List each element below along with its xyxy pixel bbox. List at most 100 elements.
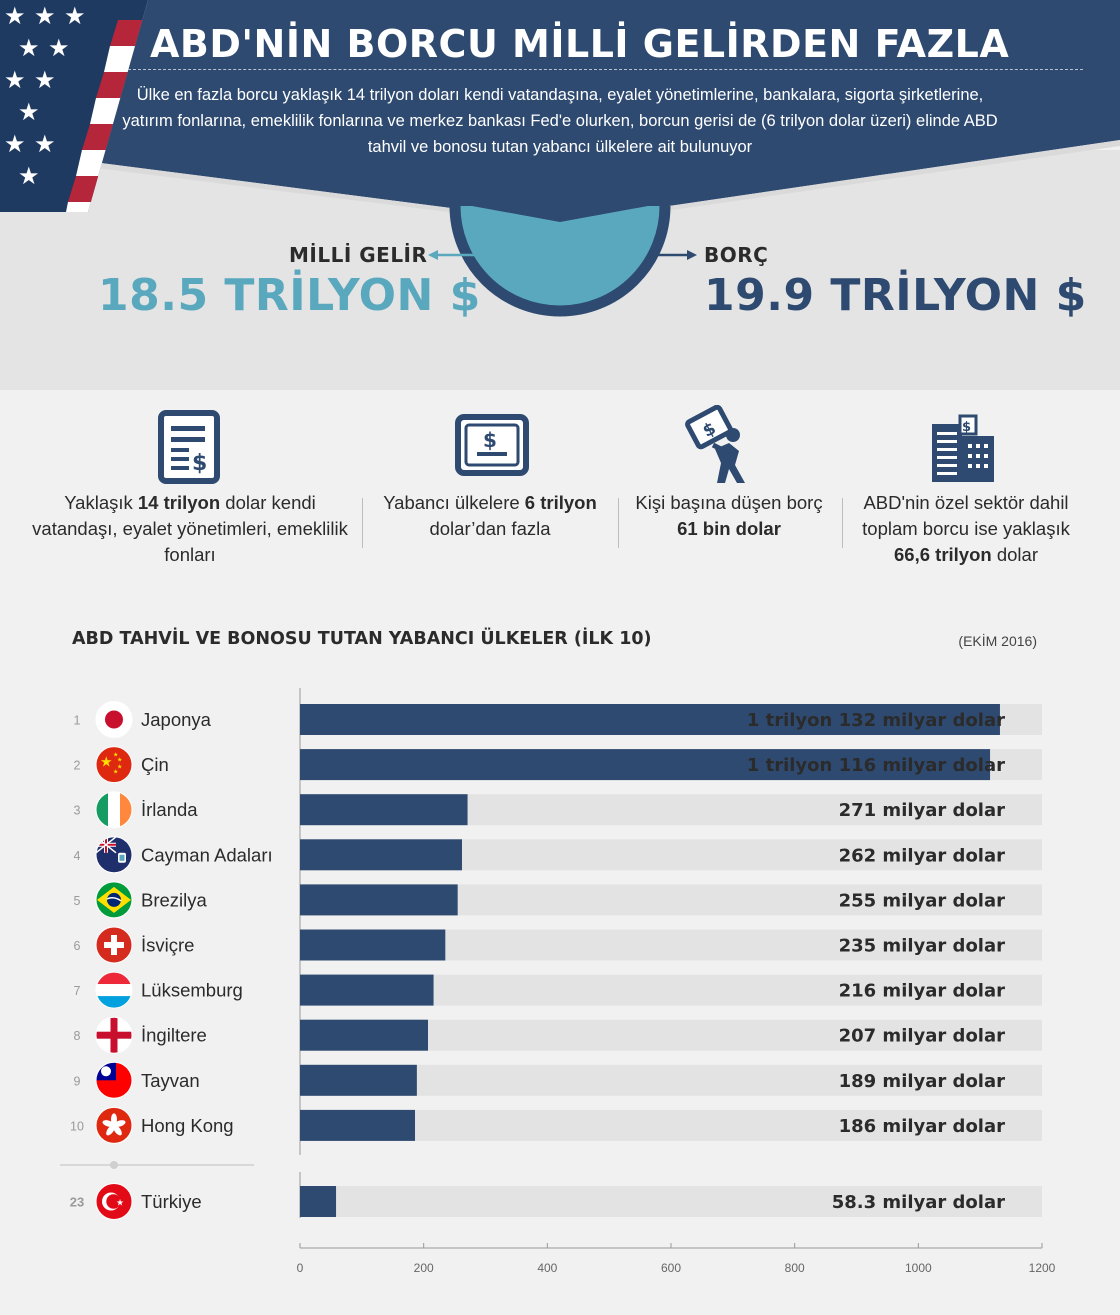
bar-value-label: 1 trilyon 132 milyar dolar xyxy=(747,710,1005,731)
bar xyxy=(300,974,434,1006)
stat-divider xyxy=(618,498,619,548)
bar-value-label: 216 milyar dolar xyxy=(839,981,1006,1002)
chart-title: ABD TAHVİL VE BONOSU TUTAN YABANCI ÜLKEL… xyxy=(72,629,652,649)
country-label: Brezilya xyxy=(141,889,208,910)
stat-divider xyxy=(842,498,843,548)
svg-text:★: ★ xyxy=(4,66,26,94)
rank-number: 8 xyxy=(74,1029,81,1043)
hong-kong-flag-icon xyxy=(95,1106,133,1144)
svg-text:★: ★ xyxy=(117,757,122,764)
buildings-icon: $ xyxy=(932,414,994,482)
bar-value-label: 207 milyar dolar xyxy=(839,1026,1006,1047)
stat-post: dolar kendi vatandaşı, eyalet yönetimler… xyxy=(32,492,348,565)
income-label: MİLLİ GELİR xyxy=(289,243,428,267)
person-carrying-burden-icon: $ xyxy=(685,405,745,483)
rank-number: 1 xyxy=(74,714,81,728)
x-tick-label: 800 xyxy=(785,1261,805,1275)
bar xyxy=(300,929,446,961)
comparison-circle xyxy=(449,205,671,317)
svg-text:★: ★ xyxy=(113,752,118,759)
bar-value-label: 186 milyar dolar xyxy=(839,1116,1006,1137)
svg-text:$: $ xyxy=(483,428,497,452)
stat-total-debt: ABD'nin özel sektör dahil toplam borcu i… xyxy=(850,490,1082,568)
stat-pre: Yabancı ülkelere xyxy=(383,492,525,513)
page-title: ABD'NİN BORCU MİLLİ GELİRDEN FAZLA xyxy=(150,22,1010,66)
svg-text:★: ★ xyxy=(34,2,56,30)
x-tick-label: 200 xyxy=(414,1261,434,1275)
x-tick-label: 400 xyxy=(537,1261,557,1275)
rank-number: 6 xyxy=(74,939,81,953)
ireland-flag-icon xyxy=(95,791,133,829)
stat-pre: Kişi başına düşen borç xyxy=(635,492,823,513)
taiwan-flag-icon xyxy=(95,1061,133,1099)
country-label: Lüksemburg xyxy=(141,980,243,1001)
bar xyxy=(300,1109,416,1141)
country-label: İsviçre xyxy=(141,935,194,956)
bar-value-label: 262 milyar dolar xyxy=(839,845,1006,866)
svg-text:★: ★ xyxy=(34,66,56,94)
bar xyxy=(300,839,463,871)
bar xyxy=(300,1186,337,1217)
svg-text:★: ★ xyxy=(18,98,40,126)
svg-text:★: ★ xyxy=(34,130,56,158)
svg-text:★: ★ xyxy=(64,2,86,30)
stat-pre: Yaklaşık xyxy=(64,492,138,513)
stat-divider xyxy=(362,498,363,548)
stat-foreign-debt: Yabancı ülkelere 6 trilyon dolar’dan faz… xyxy=(372,490,608,542)
bar-value-label: 235 milyar dolar xyxy=(839,936,1006,957)
x-tick-label: 1000 xyxy=(905,1261,932,1275)
title-divider xyxy=(128,69,1083,70)
stat-bold: 6 trilyon xyxy=(524,492,597,513)
chart-date-note: (EKİM 2016) xyxy=(958,633,1037,649)
x-tick-label: 1200 xyxy=(1029,1261,1056,1275)
stat-per-capita-debt: Kişi başına düşen borç 61 bin dolar xyxy=(628,490,830,542)
x-tick-label: 600 xyxy=(661,1261,681,1275)
england-flag-icon xyxy=(95,1016,133,1054)
stat-bold: 14 trilyon xyxy=(137,492,221,513)
country-label: İrlanda xyxy=(141,799,198,820)
bar xyxy=(300,1064,417,1096)
country-label: İngiltere xyxy=(141,1025,207,1046)
rank-number: 23 xyxy=(70,1195,84,1210)
page-subtitle: Ülke en fazla borcu yaklaşık 14 trilyon … xyxy=(122,86,998,156)
country-label: Türkiye xyxy=(141,1191,202,1212)
rank-number: 9 xyxy=(74,1074,81,1088)
stat-bold: 66,6 trilyon xyxy=(894,544,992,565)
debt-label: BORÇ xyxy=(704,243,769,267)
svg-text:★: ★ xyxy=(100,755,113,771)
cayman-islands-flag-icon xyxy=(95,836,133,874)
luxembourg-flag-icon xyxy=(95,971,133,1009)
bar-value-label: 189 milyar dolar xyxy=(839,1071,1006,1092)
svg-text:★: ★ xyxy=(4,2,26,30)
stat-bold: 61 bin dolar xyxy=(677,518,781,539)
country-label: Japonya xyxy=(141,709,212,730)
country-label: Çin xyxy=(141,754,169,775)
bar-value-label: 271 milyar dolar xyxy=(839,800,1006,821)
svg-text:★: ★ xyxy=(48,34,70,62)
stat-post: dolar’dan fazla xyxy=(429,518,551,539)
bar-track xyxy=(300,1064,1042,1096)
brazil-flag-icon xyxy=(95,881,133,919)
bar xyxy=(300,794,468,826)
rank-number: 4 xyxy=(74,849,81,863)
japan-flag-icon xyxy=(95,701,133,738)
turkey-flag-icon: ★ xyxy=(95,1183,133,1220)
switzerland-flag-icon xyxy=(95,926,133,964)
document-dollar-icon: $ xyxy=(158,410,220,484)
country-label: Hong Kong xyxy=(141,1115,234,1136)
bar-track xyxy=(300,1186,1042,1217)
svg-text:★: ★ xyxy=(113,769,118,776)
stat-pre: ABD'nin özel sektör dahil toplam borcu i… xyxy=(862,492,1070,539)
svg-text:★: ★ xyxy=(116,1199,124,1209)
country-label: Tayvan xyxy=(141,1070,200,1091)
bar-value-label: 58.3 milyar dolar xyxy=(832,1192,1005,1213)
stat-domestic-debt: Yaklaşık 14 trilyon dolar kendi vatandaş… xyxy=(30,490,350,568)
debt-value: 19.9 TRİLYON $ xyxy=(704,270,1087,321)
svg-text:$: $ xyxy=(962,420,971,435)
rank-number: 2 xyxy=(74,759,81,773)
bar xyxy=(300,749,991,781)
bar xyxy=(300,1019,428,1051)
bar-value-label: 255 milyar dolar xyxy=(839,890,1006,911)
rank-number: 7 xyxy=(74,984,81,998)
